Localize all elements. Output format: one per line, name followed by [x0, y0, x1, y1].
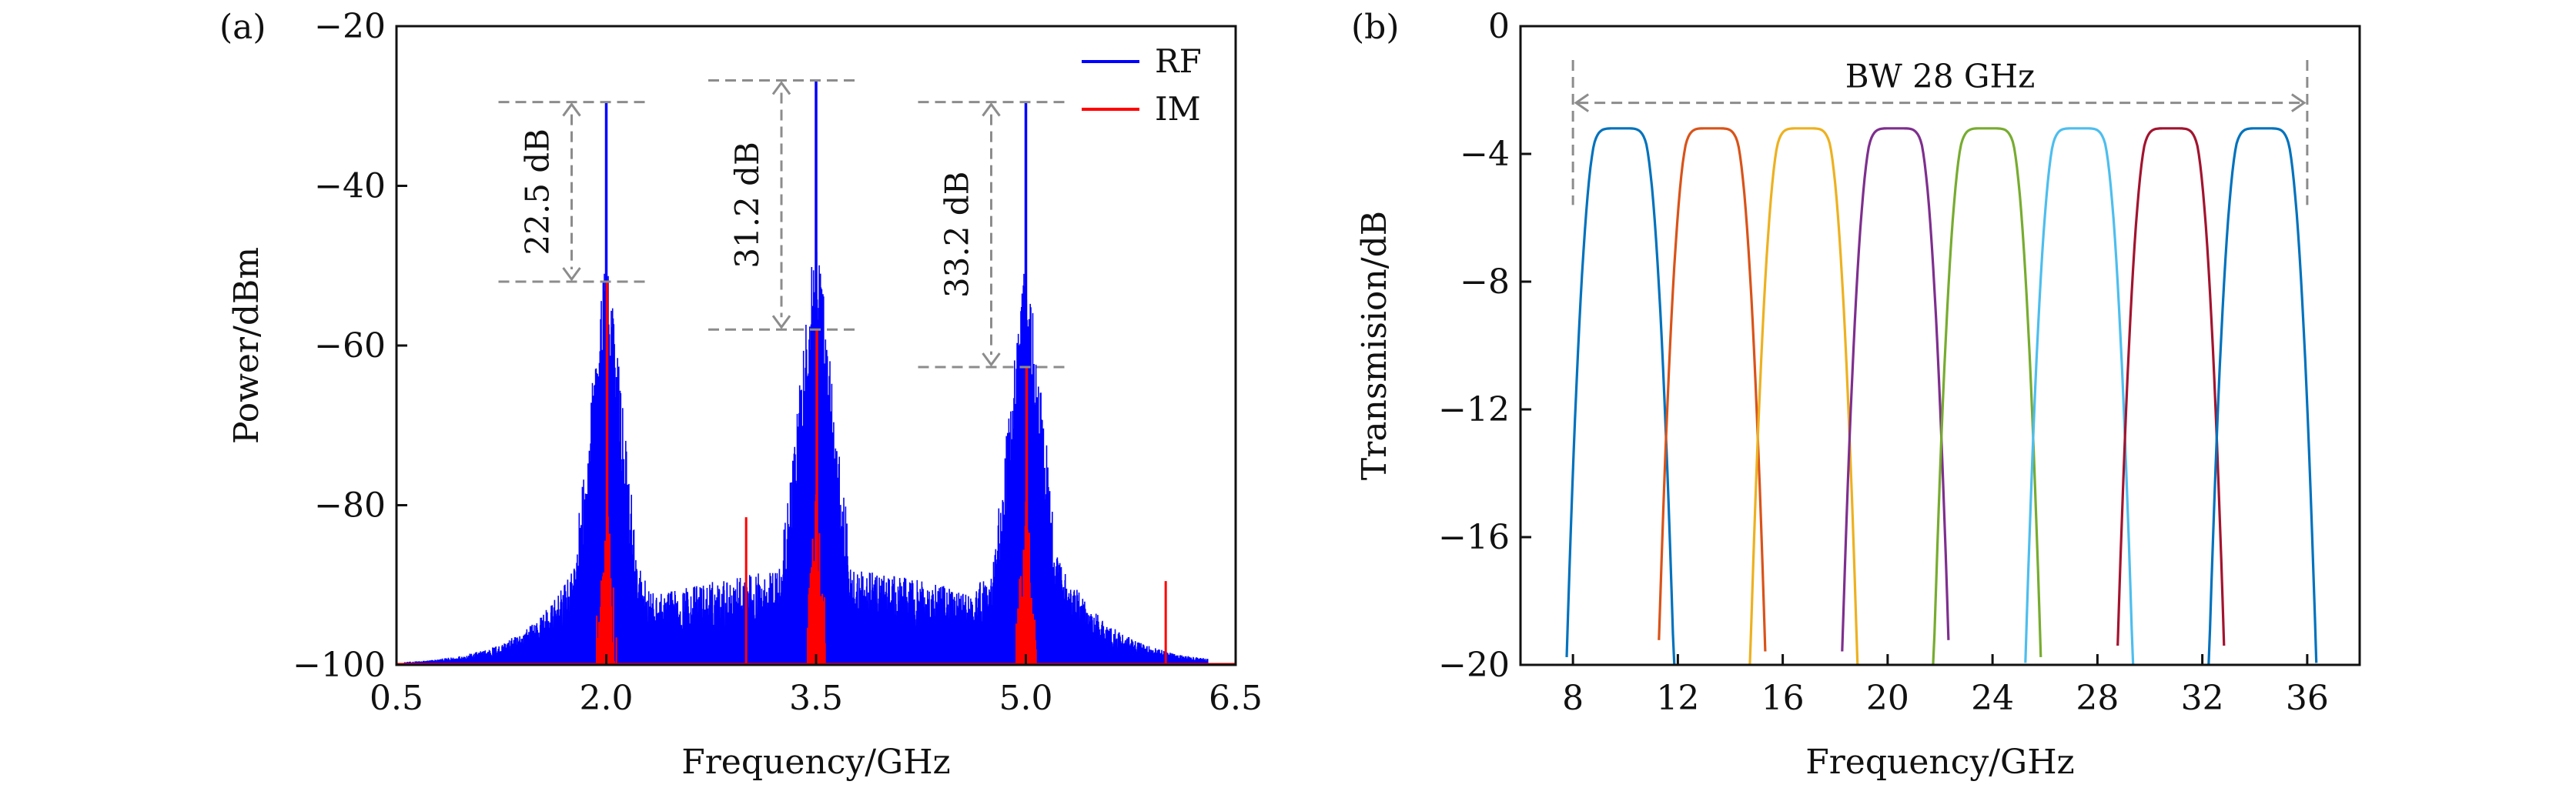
x-tick-label: 5.0 — [999, 679, 1053, 718]
panel-b-annotations: BW 28 GHz — [1571, 58, 2309, 205]
filter-passband-curve — [1932, 127, 2042, 666]
panel-a-ylabel: Power/dBm — [227, 247, 266, 444]
filter-passband-curve — [1748, 127, 1859, 666]
y-tick-label: −80 — [314, 486, 386, 526]
y-tick-label: −60 — [314, 326, 386, 366]
x-tick-label: 2.0 — [580, 679, 634, 718]
y-tick-label: −20 — [1438, 646, 1510, 685]
legend-entry: RF — [1155, 42, 1202, 80]
x-tick-label: 6.5 — [1209, 679, 1263, 718]
filter-passband-curve — [1841, 127, 1950, 652]
panel-b-ylabel: Transmision/dB — [1355, 211, 1394, 480]
annot-arrow-head — [982, 352, 1001, 367]
annot-label: 22.5 dB — [519, 129, 557, 255]
filter-passband-curve — [1565, 127, 1676, 666]
filter-passband-curve — [2024, 127, 2135, 666]
panel-a-legend: RF IM — [1082, 42, 1202, 128]
rf-carrier-skirt — [778, 252, 855, 665]
annot-arrow-head — [771, 315, 791, 329]
filter-passband-curve — [2116, 127, 2226, 646]
y-tick-label: −8 — [1460, 262, 1510, 302]
panel-b-chart: (b) BW 28 GHz 8 12 16 20 24 28 32 36 −20 −16 −12 −8… — [1351, 7, 2361, 782]
annot-arrow-head — [562, 267, 581, 282]
panel-b-label: (b) — [1351, 8, 1400, 47]
panel-b-xlabel: Frequency/GHz — [1805, 743, 2075, 782]
y-tick-label: 0 — [1488, 7, 1510, 46]
y-tick-label: −4 — [1460, 135, 1510, 174]
x-tick-label: 36 — [2286, 679, 2329, 718]
y-tick-label: −16 — [1438, 518, 1510, 557]
annot-arrow-head — [982, 102, 1001, 117]
annot-label: 31.2 dB — [728, 142, 766, 269]
panel-b-curves — [1565, 127, 2318, 666]
panel-a-chart: (a) 22.5 dB 31.2 dB 33.2 dB 0.5 2.0 3.5 5.0 6.… — [219, 7, 1263, 782]
y-tick-label: −12 — [1438, 390, 1510, 429]
legend-entry: IM — [1155, 90, 1201, 128]
x-tick-label: 28 — [2076, 679, 2119, 718]
y-tick-label: −40 — [314, 167, 386, 206]
annot-arrow-head — [562, 102, 581, 117]
panel-a-annotations: 22.5 dB 31.2 dB 33.2 dB — [498, 79, 1065, 369]
bw-label: BW 28 GHz — [1845, 58, 2035, 95]
rf-carrier-skirt — [567, 273, 645, 665]
x-tick-label: 16 — [1761, 679, 1805, 718]
x-tick-label: 3.5 — [789, 679, 843, 718]
x-tick-label: 24 — [1971, 679, 2014, 718]
x-tick-label: 20 — [1866, 679, 1909, 718]
annot-arrow-head — [771, 81, 791, 95]
x-tick-label: 8 — [1562, 679, 1584, 718]
panel-b-frame — [1519, 25, 2361, 666]
filter-passband-curve — [2207, 127, 2318, 666]
annot-label: 33.2 dB — [938, 171, 976, 298]
x-tick-label: 0.5 — [370, 679, 423, 718]
x-tick-label: 32 — [2181, 679, 2224, 718]
rf-carrier-skirt — [987, 273, 1064, 665]
filter-passband-curve — [1658, 127, 1767, 652]
panel-a-ticks: 0.5 2.0 3.5 5.0 6.5 −100 −80 −60 −40 −20 — [293, 7, 1263, 718]
y-tick-label: −20 — [314, 7, 386, 46]
bw-arrow-head — [2291, 93, 2307, 112]
bw-arrow-head — [1574, 93, 1589, 112]
y-tick-label: −100 — [293, 646, 386, 685]
panel-a-xlabel: Frequency/GHz — [681, 743, 951, 782]
x-tick-label: 12 — [1656, 679, 1699, 718]
panel-a-label: (a) — [219, 8, 266, 47]
panel-b-ticks: 8 12 16 20 24 28 32 36 −20 −16 −12 −8 −4 0 — [1438, 7, 2329, 718]
